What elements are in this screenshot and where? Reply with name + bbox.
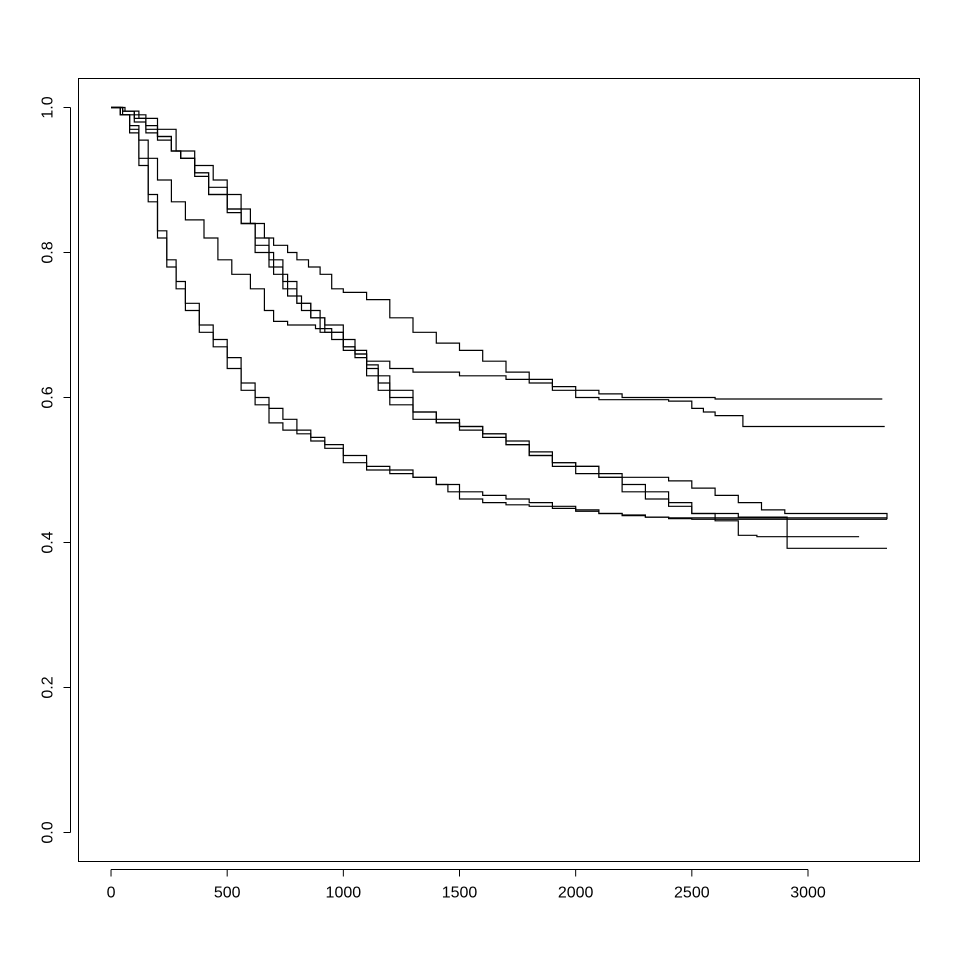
y-tick-label: 0.0 bbox=[40, 821, 57, 843]
x-tick-label: 1500 bbox=[442, 885, 478, 902]
series-line-3 bbox=[111, 106, 888, 520]
series-line-6 bbox=[111, 106, 887, 520]
series-line-2 bbox=[111, 106, 885, 428]
x-tick-label: 2000 bbox=[558, 885, 594, 902]
y-tick-label: 0.4 bbox=[40, 531, 57, 553]
y-axis: 0.0 0.2 0.4 0.6 0.8 1.0 bbox=[40, 96, 71, 844]
y-tick-label: 0.8 bbox=[40, 241, 57, 263]
series-line-4 bbox=[111, 106, 887, 549]
series-layer bbox=[111, 106, 888, 549]
x-tick-label: 500 bbox=[214, 885, 241, 902]
y-tick-label: 0.6 bbox=[40, 386, 57, 408]
series-line-5 bbox=[111, 106, 860, 538]
x-tick-label: 0 bbox=[107, 885, 116, 902]
plot-frame bbox=[78, 78, 920, 862]
x-axis: 0 500 1000 1500 2000 2500 3000 bbox=[107, 869, 826, 902]
series-line-7 bbox=[111, 106, 887, 519]
x-tick-label: 3000 bbox=[790, 885, 826, 902]
series-line-1 bbox=[111, 106, 883, 400]
y-tick-label: 1.0 bbox=[40, 96, 57, 118]
x-tick-label: 2500 bbox=[674, 885, 710, 902]
x-tick-label: 1000 bbox=[326, 885, 362, 902]
y-tick-label: 0.2 bbox=[40, 676, 57, 698]
